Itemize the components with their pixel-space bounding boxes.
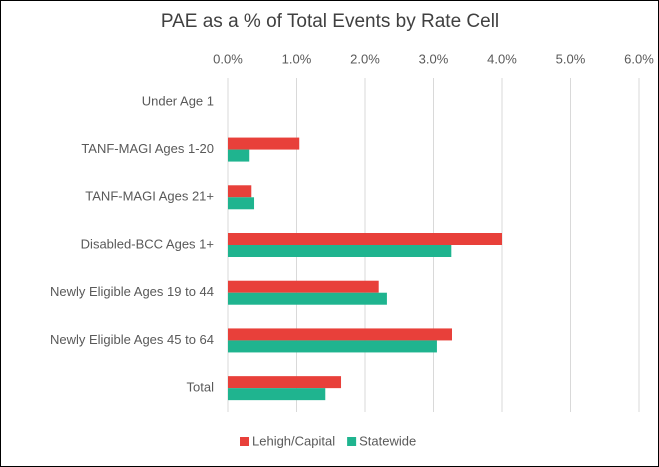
bar	[228, 376, 342, 389]
y-tick-label: TANF-MAGI Ages 21+	[85, 189, 214, 204]
bar	[228, 245, 452, 257]
bar	[228, 328, 452, 341]
bar	[228, 340, 437, 353]
legend-swatch	[240, 437, 249, 446]
bar	[228, 388, 326, 401]
bar	[228, 149, 250, 162]
y-tick-label: Disabled-BCC Ages 1+	[81, 236, 214, 251]
y-tick-label: Under Age 1	[142, 93, 214, 108]
x-tick-label: 5.0%	[556, 51, 586, 66]
legend-swatch	[347, 437, 357, 446]
bar	[228, 197, 255, 210]
y-tick-label: Total	[187, 380, 215, 395]
x-tick-label: 0.0%	[213, 51, 243, 66]
x-tick-label: 6.0%	[624, 51, 654, 66]
legend-label: Lehigh/Capital	[252, 433, 335, 448]
y-tick-label: Newly Eligible Ages 19 to 44	[50, 284, 214, 299]
x-tick-label: 4.0%	[487, 51, 517, 66]
bar	[228, 137, 300, 150]
x-tick-label: 2.0%	[350, 51, 380, 66]
y-tick-label: TANF-MAGI Ages 1-20	[81, 141, 214, 156]
bar	[228, 292, 387, 305]
x-tick-label: 1.0%	[282, 51, 312, 66]
x-tick-label: 3.0%	[419, 51, 449, 66]
y-tick-label: Newly Eligible Ages 45 to 64	[50, 332, 214, 347]
bar	[228, 280, 379, 293]
bar	[228, 185, 252, 198]
bar	[228, 233, 502, 245]
chart-title: PAE as a % of Total Events by Rate Cell	[161, 11, 499, 32]
legend-label: Statewide	[359, 433, 416, 448]
